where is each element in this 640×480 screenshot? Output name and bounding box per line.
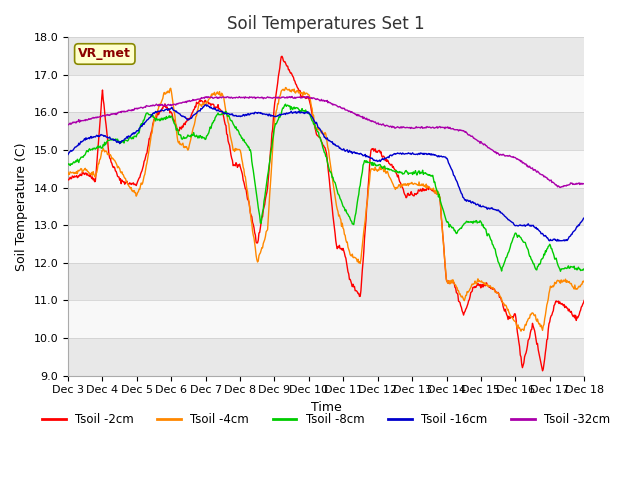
Y-axis label: Soil Temperature (C): Soil Temperature (C): [15, 142, 28, 271]
Bar: [68, 75, 584, 112]
Bar: [68, 188, 584, 225]
X-axis label: Time: Time: [311, 401, 342, 414]
Text: VR_met: VR_met: [78, 48, 131, 60]
Bar: [68, 338, 584, 375]
Legend: Tsoil -2cm, Tsoil -4cm, Tsoil -8cm, Tsoil -16cm, Tsoil -32cm: Tsoil -2cm, Tsoil -4cm, Tsoil -8cm, Tsoi…: [37, 408, 615, 431]
Bar: [68, 37, 584, 75]
Bar: [68, 225, 584, 263]
Bar: [68, 112, 584, 150]
Bar: [68, 150, 584, 188]
Title: Soil Temperatures Set 1: Soil Temperatures Set 1: [227, 15, 425, 33]
Bar: [68, 300, 584, 338]
Bar: [68, 263, 584, 300]
